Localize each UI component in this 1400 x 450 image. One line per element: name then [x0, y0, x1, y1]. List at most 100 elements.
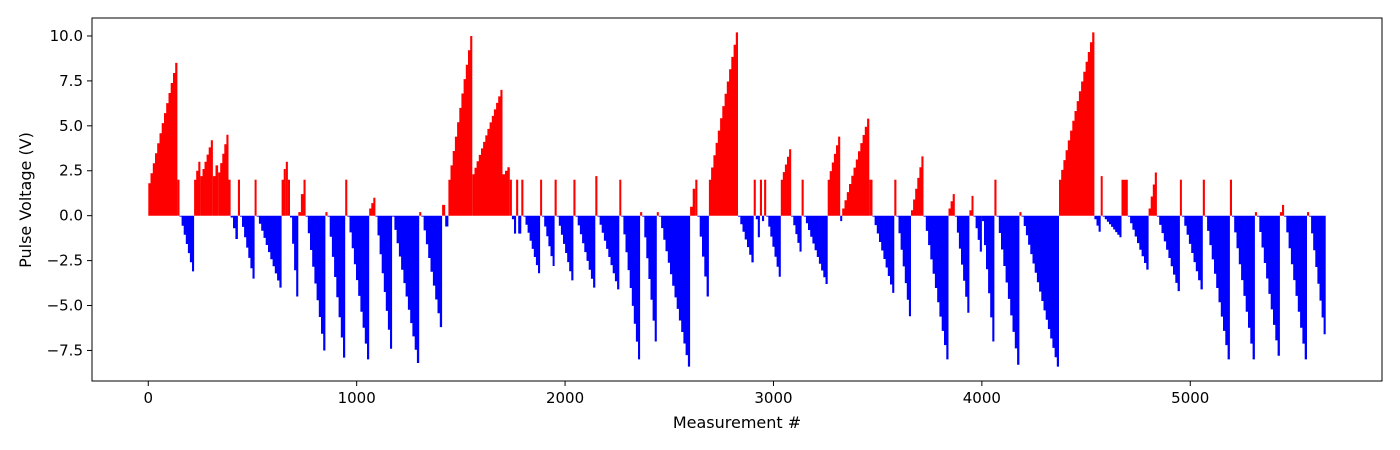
positive-pulse-segment: [695, 179, 698, 216]
positive-pulse-segment: [640, 212, 643, 216]
positive-pulse-segment: [1307, 212, 1310, 216]
positive-pulse-segment: [869, 179, 873, 216]
positive-pulse-segment: [502, 167, 510, 216]
positive-pulse-segment: [753, 179, 756, 216]
positive-pulse-segment: [212, 165, 219, 216]
negative-pulse-segment: [1257, 215, 1280, 356]
negative-pulse-segment: [347, 215, 370, 360]
negative-pulse-segment: [1127, 215, 1149, 270]
negative-pulse-segment: [1094, 215, 1101, 232]
negative-pulse-segment: [392, 215, 420, 363]
positive-pulse-segment: [228, 179, 231, 216]
positive-pulse-segment: [369, 197, 376, 216]
positive-pulse-segment: [827, 136, 841, 216]
positive-pulse-segment: [994, 179, 997, 216]
positive-pulse-segment: [1148, 172, 1157, 216]
negative-pulse-segment: [375, 215, 393, 349]
positive-pulse-segment: [619, 179, 622, 216]
plot-frame: [91, 17, 1383, 382]
positive-pulse-segment: [595, 176, 598, 216]
negative-pulse-segment: [697, 215, 709, 297]
positive-pulse-segment: [237, 179, 240, 216]
positive-pulse-segment: [148, 62, 178, 216]
negative-pulse-segment: [621, 215, 641, 360]
negative-pulse-segment: [305, 215, 326, 351]
positive-pulse-segment: [1202, 179, 1205, 216]
negative-pulse-segment: [1284, 215, 1307, 360]
negative-pulse-segment: [256, 215, 282, 288]
positive-pulse-segment: [516, 179, 519, 216]
negative-pulse-segment: [872, 215, 895, 293]
y-tick-label: 5.0: [59, 117, 83, 135]
positive-pulse-segment: [325, 212, 328, 216]
negative-pulse-segment: [762, 215, 765, 222]
negative-pulse-segment: [240, 215, 255, 279]
positive-pulse-segment: [448, 36, 473, 216]
positive-pulse-segment: [759, 179, 762, 216]
positive-pulse-segment: [200, 140, 213, 216]
negative-pulse-segment: [1102, 215, 1122, 238]
negative-pulse-segment: [923, 215, 949, 360]
negative-pulse-segment: [518, 215, 522, 234]
negative-pulse-segment: [575, 215, 596, 288]
positive-pulse-segment: [509, 179, 512, 216]
positive-pulse-segment: [345, 179, 348, 216]
negative-pulse-segment: [230, 215, 238, 239]
positive-pulse-segment: [764, 179, 767, 216]
positive-pulse-segment: [1059, 32, 1095, 216]
positive-pulse-segment: [780, 149, 792, 216]
positive-pulse-segment: [298, 194, 304, 216]
negative-pulse-segment: [556, 215, 574, 281]
positive-pulse-segment: [911, 156, 924, 216]
positive-pulse-segment: [1121, 179, 1128, 216]
positive-pulse-segment: [1179, 179, 1182, 216]
negative-pulse-segment: [1181, 215, 1203, 290]
negative-pulse-segment: [597, 215, 620, 290]
y-tick-label: 0.0: [59, 207, 83, 225]
negative-pulse-segment: [523, 215, 541, 274]
positive-pulse-segment: [442, 204, 446, 216]
x-axis: 0 1000 2000 3000 4000 5000: [143, 381, 1209, 407]
positive-pulse-segment: [194, 161, 201, 216]
y-tick-label: −2.5: [47, 252, 83, 270]
negative-pulse-segment: [642, 215, 657, 342]
x-tick-label: 4000: [963, 389, 1001, 407]
negative-pulse-segment: [1156, 215, 1180, 292]
negative-pulse-segment: [755, 215, 760, 238]
negative-pulse-segment: [766, 215, 781, 277]
negative-pulse-segment: [954, 215, 970, 313]
negative-pulse-segment: [542, 215, 555, 266]
positive-pulse-segment: [177, 179, 180, 216]
negative-pulse-segment: [445, 215, 449, 227]
y-tick-label: 7.5: [59, 72, 83, 90]
negative-pulse-segment: [973, 215, 982, 252]
positive-pulse-segment: [1229, 179, 1232, 216]
negative-pulse-segment: [1232, 215, 1255, 360]
positive-pulse-segment: [554, 179, 557, 216]
y-axis-label: Pulse Voltage (V): [16, 132, 35, 268]
positive-pulse-segment: [690, 188, 696, 216]
x-tick-label: 0: [143, 389, 153, 407]
negative-pulse-segment: [1204, 215, 1230, 360]
positive-pulse-segment: [218, 134, 229, 216]
negative-pulse-segment: [791, 215, 802, 252]
positive-pulse-segment: [969, 195, 974, 216]
x-tick-label: 3000: [754, 389, 792, 407]
y-tick-label: 10.0: [50, 27, 83, 45]
x-tick-label: 2000: [546, 389, 584, 407]
positive-pulse-segment: [1100, 176, 1103, 216]
positive-pulse-segment: [1254, 212, 1257, 216]
positive-pulse-segment: [801, 179, 804, 216]
positive-pulse-segment: [303, 179, 306, 216]
negative-pulse-segment: [1021, 215, 1059, 367]
positive-pulse-segment: [1279, 204, 1285, 216]
negative-pulse-segment: [327, 215, 346, 358]
negative-pulse-segment: [981, 215, 995, 342]
positive-pulse-segment: [894, 179, 897, 216]
negative-pulse-segment: [1309, 215, 1326, 335]
positive-pulse-segment: [521, 179, 524, 216]
positive-pulse-segment: [948, 194, 955, 216]
y-tick-label: 2.5: [59, 162, 83, 180]
positive-pulse-segment: [419, 212, 422, 216]
